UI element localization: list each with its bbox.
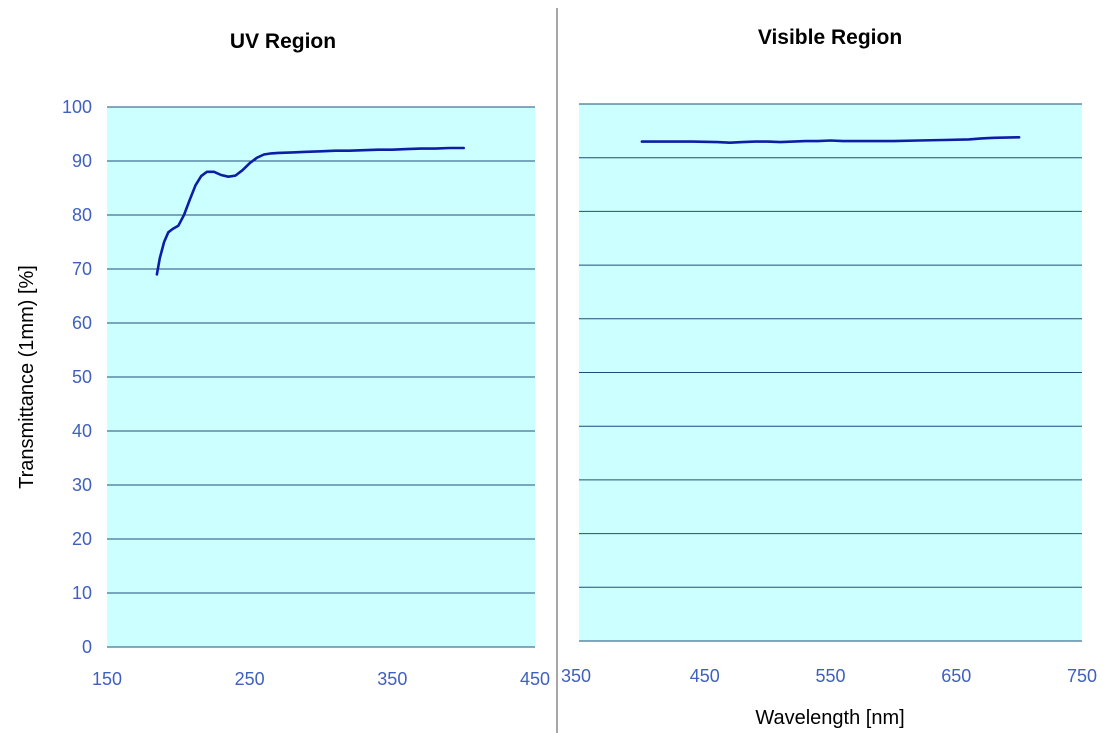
uv-y-tick-label: 70 — [72, 259, 92, 279]
y-axis-title: Transmittance (1mm) [%] — [16, 265, 38, 489]
uv-y-tick-label: 40 — [72, 421, 92, 441]
visible-x-tick-label: 650 — [941, 666, 971, 686]
visible-x-tick-label: 350 — [561, 666, 591, 686]
uv-y-tick-label: 60 — [72, 313, 92, 333]
visible-region-chart: Visible Region Wavelength [nm] 350 450 550… — [561, 26, 1097, 729]
x-axis-title: Wavelength [nm] — [755, 707, 904, 729]
visible-x-tick-label: 550 — [815, 666, 845, 686]
visible-gridlines — [579, 103, 1082, 642]
visible-x-tick-label: 750 — [1067, 666, 1097, 686]
uv-region-chart: UV Region Transmittance (1mm) [%] 0 10 20 3… — [16, 30, 550, 689]
uv-series-line — [155, 146, 466, 276]
uv-y-tick-label: 80 — [72, 205, 92, 225]
uv-y-tick-label: 0 — [82, 637, 92, 657]
uv-y-tick-labels: 0 10 20 30 40 50 60 70 80 90 100 — [62, 97, 92, 657]
visible-x-tick-label: 450 — [690, 666, 720, 686]
uv-y-tick-label: 90 — [72, 151, 92, 171]
visible-series — [640, 136, 1021, 144]
uv-y-tick-label: 30 — [72, 475, 92, 495]
uv-y-tick-label: 10 — [72, 583, 92, 603]
visible-series-line — [640, 136, 1021, 144]
uv-gridlines — [107, 106, 535, 648]
uv-y-tick-label: 100 — [62, 97, 92, 117]
visible-chart-title: Visible Region — [758, 26, 902, 49]
uv-x-tick-label: 450 — [520, 669, 550, 689]
visible-x-tick-labels: 350 450 550 650 750 — [561, 666, 1097, 686]
uv-series — [155, 146, 466, 276]
uv-x-tick-label: 350 — [377, 669, 407, 689]
uv-x-tick-label: 150 — [92, 669, 122, 689]
uv-chart-title: UV Region — [230, 30, 336, 53]
uv-y-tick-label: 20 — [72, 529, 92, 549]
uv-x-tick-label: 250 — [235, 669, 265, 689]
uv-x-tick-labels: 150 250 350 450 — [92, 669, 550, 689]
uv-y-tick-label: 50 — [72, 367, 92, 387]
